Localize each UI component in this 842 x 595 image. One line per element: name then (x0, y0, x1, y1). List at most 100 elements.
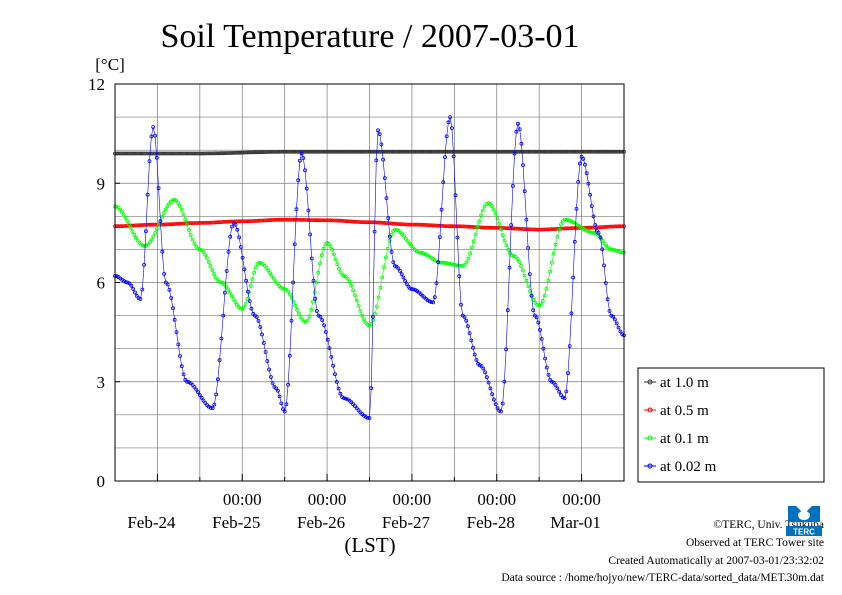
data-point (144, 222, 149, 227)
data-point (572, 239, 577, 244)
svg-text:TERC: TERC (793, 528, 815, 537)
data-point (427, 299, 432, 304)
data-point (380, 275, 385, 280)
data-point (199, 151, 204, 156)
data-point (286, 149, 291, 154)
data-point (411, 149, 416, 154)
data-point (275, 149, 280, 154)
footer-observed: Observed at TERC Tower site (685, 537, 824, 549)
data-point (174, 221, 179, 226)
data-point (482, 149, 487, 154)
data-point (493, 211, 498, 216)
data-point (256, 218, 261, 223)
data-point (381, 220, 386, 225)
data-point (254, 150, 259, 155)
data-point (273, 149, 278, 154)
data-point (120, 151, 124, 156)
data-point (528, 149, 533, 154)
data-point (515, 256, 520, 261)
data-point (585, 229, 590, 233)
data-point (318, 218, 322, 223)
data-point (398, 269, 402, 273)
data-point (431, 300, 436, 305)
data-point (288, 217, 292, 222)
data-point (192, 385, 197, 389)
data-point (267, 367, 272, 372)
data-point (254, 218, 259, 223)
data-point (293, 149, 298, 154)
data-point (341, 149, 345, 154)
data-point (178, 354, 182, 358)
data-point (299, 151, 304, 156)
data-point (441, 260, 446, 265)
data-point (530, 149, 534, 154)
data-point (529, 293, 534, 298)
data-point (333, 149, 338, 154)
data-point (169, 151, 174, 156)
data-point (277, 394, 282, 399)
data-point (397, 149, 402, 154)
data-point (162, 151, 167, 156)
data-point (532, 227, 536, 232)
data-point (480, 149, 485, 154)
data-point (526, 284, 531, 289)
data-point (362, 317, 366, 322)
data-point (553, 383, 558, 387)
data-point (574, 206, 579, 211)
data-point (367, 416, 372, 421)
data-point (365, 322, 370, 327)
data-point (516, 149, 520, 154)
data-point (265, 218, 269, 223)
data-point (221, 313, 226, 318)
data-point (274, 386, 279, 391)
data-point (473, 149, 478, 154)
legend-label: at 0.02 m (660, 459, 717, 475)
data-point (503, 149, 508, 154)
data-point (574, 149, 579, 154)
data-point (280, 286, 285, 291)
data-point (562, 226, 566, 231)
data-point (208, 151, 213, 156)
data-point (257, 218, 262, 223)
data-point (454, 149, 459, 154)
data-point (489, 204, 494, 208)
data-point (364, 220, 368, 225)
data-point (382, 265, 386, 270)
data-point (388, 149, 393, 154)
data-point (539, 336, 544, 341)
data-point (493, 402, 498, 407)
legend-swatch-marker (647, 407, 653, 413)
data-point (566, 371, 570, 376)
data-point (201, 398, 206, 403)
data-point (526, 246, 530, 250)
data-point (491, 207, 496, 212)
data-point (325, 337, 330, 342)
data-point (462, 149, 467, 154)
data-point (144, 151, 149, 156)
data-point (165, 204, 170, 209)
data-point (229, 151, 234, 155)
data-point (553, 227, 557, 231)
series-line (114, 117, 625, 419)
data-point (265, 150, 269, 154)
data-point (512, 151, 517, 156)
data-point (241, 305, 246, 310)
data-point (268, 218, 273, 223)
data-point (147, 159, 152, 164)
data-point (399, 149, 404, 154)
data-point (391, 260, 396, 265)
data-point (280, 149, 285, 154)
data-point (464, 260, 469, 265)
data-point (343, 396, 348, 401)
data-point (540, 298, 545, 303)
data-point (230, 224, 234, 229)
data-point (131, 287, 136, 291)
data-point (447, 224, 451, 229)
data-point (121, 151, 126, 156)
data-point (477, 149, 482, 154)
data-point (593, 149, 598, 154)
data-point (284, 149, 289, 154)
data-point (309, 256, 314, 261)
data-point (158, 219, 163, 224)
data-point (471, 345, 475, 350)
